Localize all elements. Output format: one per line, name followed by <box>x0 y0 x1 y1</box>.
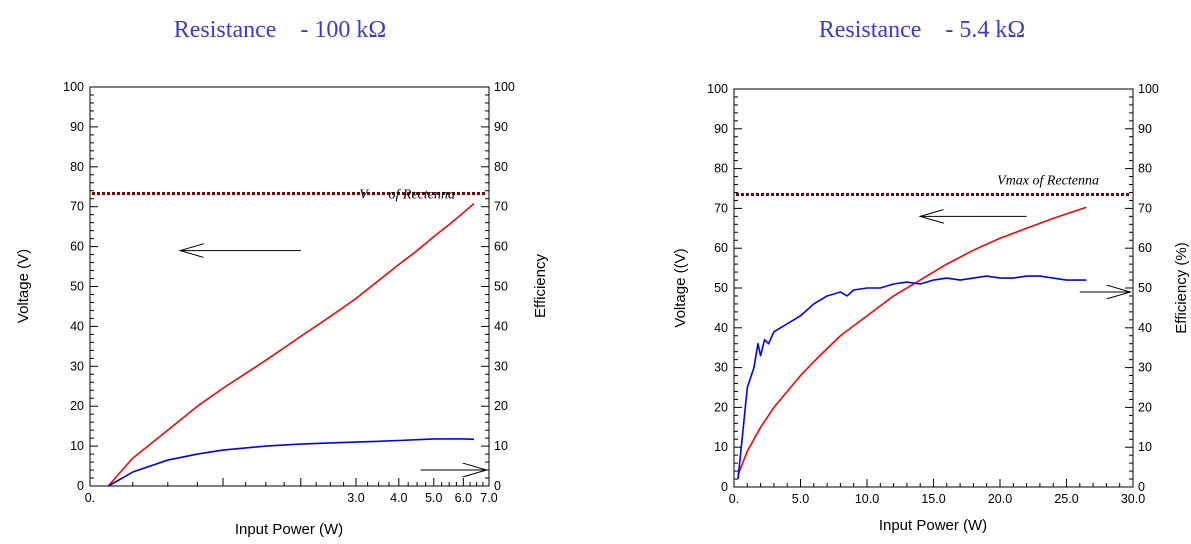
chart-right-y2-axis-label: Efficiency (%) <box>1173 242 1190 333</box>
chart-left-x-tick-label: 6.0 <box>455 491 472 505</box>
chart-left-efficiency-line <box>107 438 475 487</box>
chart-right-y2-tick-label: 0 <box>1138 480 1145 494</box>
chart-left-y2-tick-label: 20 <box>494 399 508 413</box>
chart-right-voltage-line <box>737 206 1087 476</box>
chart-right-plot-frame <box>733 88 1134 488</box>
chart-left-y2-tick-label: 0 <box>494 479 501 493</box>
chart-right-x-tick-label: 25.0 <box>1054 492 1078 506</box>
chart-right-y2-tick-label: 70 <box>1138 201 1152 215</box>
chart-left-y-tick-label: 100 <box>63 80 84 94</box>
chart-right-y-tick-label: 30 <box>714 361 728 375</box>
chart-left-title: Resistance - 100 kΩ <box>174 17 386 43</box>
chart-left-y2-tick-label: 30 <box>494 359 508 373</box>
chart-left: Resistance - 100 kΩ 0 0 10 10 20 20 30 30 40 40 50… <box>15 17 549 538</box>
chart-left-y2-tick-label: 80 <box>494 160 508 174</box>
chart-left-y-tick-label: 40 <box>70 319 84 333</box>
chart-right-y2-tick-label: 90 <box>1138 122 1152 136</box>
chart-right-y2-tick-label: 50 <box>1138 281 1152 295</box>
chart-left-y2-tick-label: 50 <box>494 280 508 294</box>
chart-right: Resistance - 5.4 kΩ 0 0 10 10 20 20 30 30 40 40 50… <box>672 17 1190 534</box>
chart-left-x-tick-label: 7.0 <box>480 491 497 505</box>
chart-left-x-tick-label: 0. <box>85 491 95 505</box>
chart-left-y-tick-label: 80 <box>70 160 84 174</box>
chart-left-y-axis-label: Voltage (V) <box>15 249 32 323</box>
chart-right-y2-tick-label: 80 <box>1138 162 1152 176</box>
chart-right-y2-tick-label: 10 <box>1138 440 1152 454</box>
chart-left-y2-tick-label: 10 <box>494 439 508 453</box>
chart-right-x-tick-label: 5.0 <box>792 492 809 506</box>
chart-left-y2-tick-label: 60 <box>494 240 508 254</box>
chart-right-y2-tick-label: 60 <box>1138 241 1152 255</box>
chart-right-x-tick-label: 20.0 <box>988 492 1012 506</box>
chart-right-efficiency-line <box>737 275 1087 480</box>
chart-left-y-tick-label: 20 <box>70 399 84 413</box>
chart-right-y-tick-label: 60 <box>714 241 728 255</box>
chart-left-y2-tick-label: 70 <box>494 200 508 214</box>
chart-right-title: Resistance - 5.4 kΩ <box>819 17 1025 43</box>
chart-left-plot-frame <box>89 86 490 487</box>
chart-left-x-axis-label: Input Power (W) <box>235 521 343 538</box>
chart-right-x-tick-label: 30.0 <box>1121 492 1145 506</box>
chart-left-y-tick-label: 60 <box>70 240 84 254</box>
chart-right-y-tick-label: 40 <box>714 321 728 335</box>
chart-left-y-tick-label: 90 <box>70 120 84 134</box>
chart-left-y2-axis-label: Efficiency <box>532 254 549 318</box>
chart-left-y-tick-label: 0 <box>77 479 84 493</box>
chart-right-y-axis-label: Voltage ((V) <box>672 248 689 327</box>
chart-right-x-tick-label: 15.0 <box>921 492 945 506</box>
chart-right-y-tick-label: 10 <box>714 440 728 454</box>
chart-right-y-tick-label: 90 <box>714 122 728 136</box>
chart-left-y-tick-label: 10 <box>70 439 84 453</box>
chart-left-y2-tick-label: 90 <box>494 120 508 134</box>
chart-left-x-tick-label: 4.0 <box>390 491 407 505</box>
chart-left-x-tick-label: 3.0 <box>347 491 364 505</box>
chart-right-y2-tick-label: 40 <box>1138 321 1152 335</box>
chart-right-y-tick-label: 20 <box>714 400 728 414</box>
chart-left-y2-tick-label: 40 <box>494 319 508 333</box>
chart-right-annotation: Vmax of Rectenna <box>997 174 1099 189</box>
chart-right-x-axis-label: Input Power (W) <box>879 517 987 534</box>
chart-left-y2-tick-label: 100 <box>494 80 515 94</box>
chart-right-y2-tick-label: 30 <box>1138 361 1152 375</box>
chart-right-y-tick-label: 70 <box>714 201 728 215</box>
chart-right-y2-tick-label: 100 <box>1138 82 1159 96</box>
chart-right-y-tick-label: 50 <box>714 281 728 295</box>
chart-left-annotation: V of Rectenna <box>359 188 455 203</box>
chart-right-x-tick-label: 0. <box>729 492 739 506</box>
chart-left-x-tick-label: 5.0 <box>425 491 442 505</box>
chart-right-y2-tick-label: 20 <box>1138 400 1152 414</box>
chart-right-y-tick-label: 80 <box>714 162 728 176</box>
chart-right-x-tick-label: 10.0 <box>855 492 879 506</box>
chart-right-y-tick-label: 100 <box>707 82 728 96</box>
chart-left-y-tick-label: 30 <box>70 359 84 373</box>
chart-left-y-tick-label: 50 <box>70 280 84 294</box>
chart-left-y-tick-label: 70 <box>70 200 84 214</box>
chart-left-voltage-line <box>107 202 475 487</box>
chart-right-y-tick-label: 0 <box>721 480 728 494</box>
